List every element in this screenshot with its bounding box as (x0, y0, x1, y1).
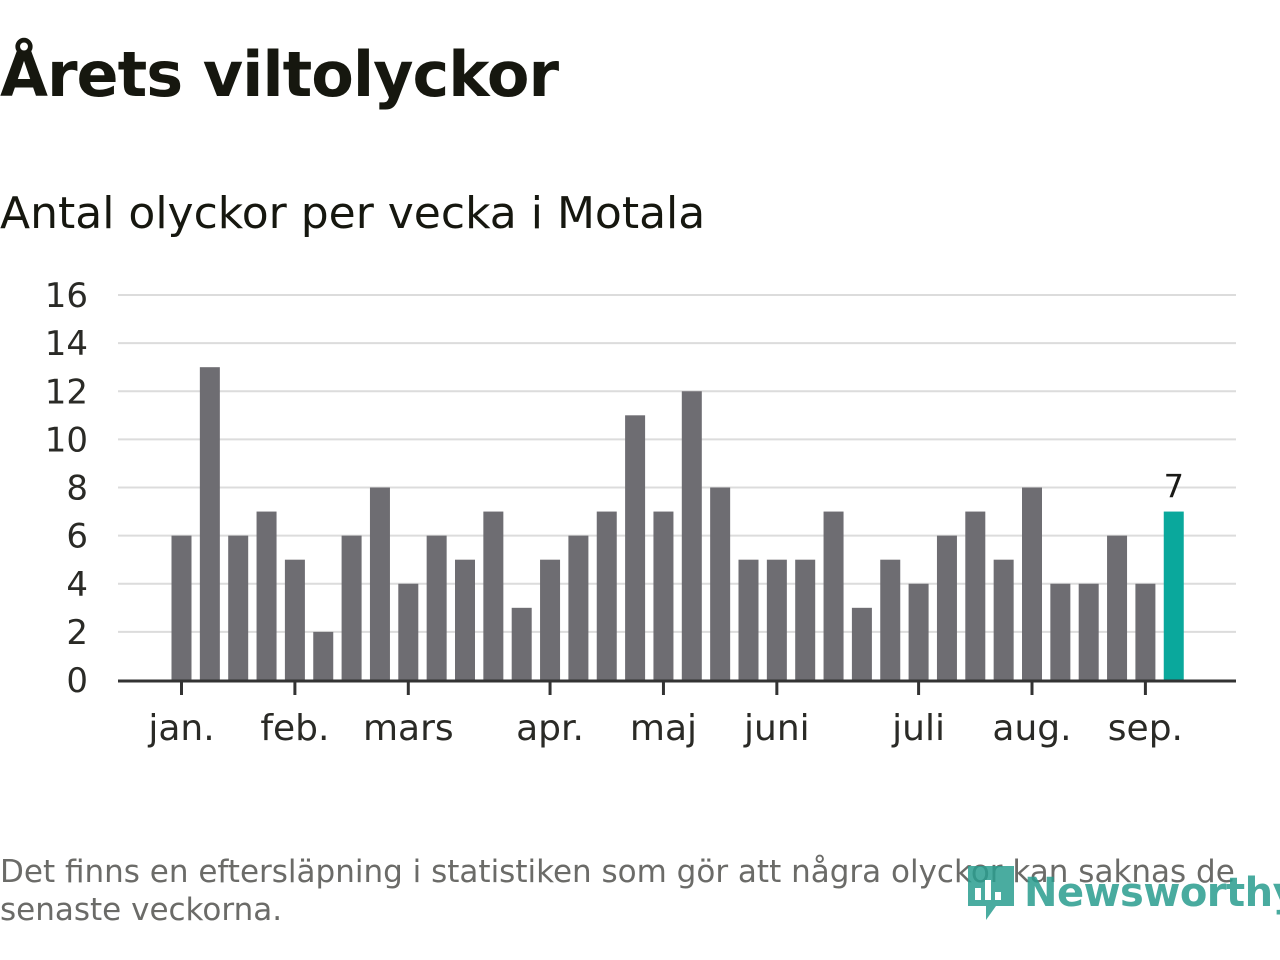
bar (710, 487, 731, 680)
brand-logo: Newsworthy (964, 862, 1280, 924)
bar (653, 511, 674, 680)
y-tick-label: 14 (45, 324, 88, 364)
x-tick-label: juli (891, 708, 945, 749)
y-tick-label: 16 (45, 276, 88, 316)
bar-highlight (1163, 511, 1184, 680)
bar (681, 391, 702, 680)
bar (568, 535, 589, 680)
bar (284, 559, 305, 680)
bar (483, 511, 504, 680)
bar (398, 583, 419, 680)
y-axis-ticks: 0 2 4 6 8 10 12 14 16 (45, 276, 88, 701)
y-tick-label: 4 (66, 565, 88, 605)
bar (625, 415, 646, 680)
y-tick-label: 6 (66, 517, 88, 557)
bar (426, 535, 447, 680)
chart-title: Årets viltolyckor (0, 38, 559, 111)
bar (965, 511, 986, 680)
brand-name: Newsworthy (1024, 870, 1280, 916)
bar-chart-logo-icon (968, 866, 1014, 920)
x-tick-label: juni (743, 708, 810, 749)
bar (795, 559, 816, 680)
bar (313, 631, 334, 680)
bar (171, 535, 192, 680)
chart-subtitle: Antal olyckor per vecka i Motala (0, 188, 706, 239)
bar (256, 511, 277, 680)
y-tick-label: 2 (66, 613, 88, 653)
x-tick-label: mars (363, 708, 454, 749)
bar (1022, 487, 1042, 680)
bar (540, 559, 561, 680)
bars (171, 367, 1184, 680)
bar (1078, 583, 1099, 680)
bar (455, 559, 475, 680)
bar (993, 559, 1014, 680)
x-axis-ticks: jan. feb. mars apr. maj juni juli aug. sep. (147, 682, 1183, 749)
bar (369, 487, 390, 680)
bar (228, 535, 249, 680)
bar (823, 511, 844, 680)
bar (880, 559, 901, 680)
bar (908, 583, 929, 680)
x-tick-label: apr. (516, 708, 584, 749)
data-label: 7 (1164, 468, 1184, 506)
y-tick-label: 10 (45, 420, 88, 460)
bar (511, 607, 532, 680)
footnote: Det finns en eftersläpning i statistiken… (0, 854, 1235, 928)
x-tick-label: maj (630, 708, 697, 749)
y-tick-label: 0 (66, 661, 88, 701)
data-labels: 7 (1164, 468, 1184, 506)
x-tick-label: feb. (260, 708, 329, 749)
y-tick-label: 12 (45, 372, 88, 412)
bar (1050, 583, 1071, 680)
bar (851, 607, 872, 680)
bar (738, 559, 759, 680)
x-tick-label: sep. (1108, 708, 1183, 749)
x-tick-label: jan. (147, 708, 214, 749)
x-tick-label: aug. (992, 708, 1071, 749)
bar (596, 511, 617, 680)
y-tick-label: 8 (66, 469, 88, 509)
bar (1107, 535, 1128, 680)
bar (341, 535, 362, 680)
bar (1135, 583, 1156, 680)
bar (936, 535, 957, 680)
bar (766, 559, 787, 680)
bar (199, 367, 220, 680)
